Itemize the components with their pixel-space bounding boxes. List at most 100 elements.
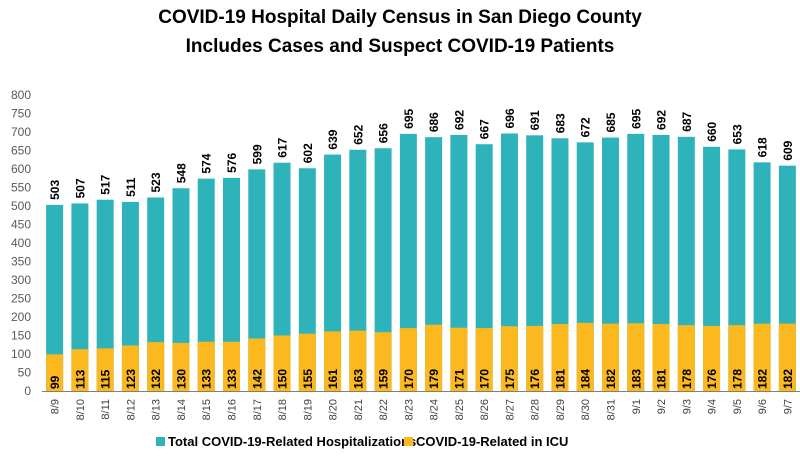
bar-icu: [627, 323, 645, 391]
x-tick-label: 8/25: [454, 399, 466, 420]
bar-total: [172, 188, 190, 391]
y-tick-label: 600: [11, 162, 31, 176]
data-label-icu: 182: [604, 369, 618, 389]
x-tick-label: 9/7: [782, 399, 794, 414]
bar-icu: [273, 335, 291, 391]
bar-icu: [602, 323, 619, 391]
data-label-total: 602: [301, 143, 315, 163]
bar-total: [450, 134, 468, 391]
legend-item-total: Total COVID-19-Related Hospitalizations: [156, 434, 416, 449]
x-tick-label: 8/22: [378, 399, 390, 420]
y-tick-label: 250: [11, 292, 31, 306]
data-label-icu: 176: [705, 369, 719, 389]
data-label-icu: 181: [655, 369, 669, 389]
y-tick-label: 500: [11, 199, 31, 213]
x-tick-label: 8/12: [125, 399, 137, 420]
legend: Total COVID-19-Related Hospitalizations …: [156, 434, 568, 449]
x-tick-label: 8/24: [429, 399, 441, 420]
data-label-icu: 113: [73, 369, 87, 389]
y-tick-label: 100: [11, 347, 31, 361]
data-label-icu: 142: [250, 369, 264, 389]
data-label-total: 574: [200, 153, 214, 173]
data-label-icu: 159: [377, 369, 391, 389]
x-tick-label: 8/11: [100, 399, 112, 420]
data-label-icu: 155: [301, 369, 315, 389]
data-label-total: 517: [99, 174, 113, 194]
data-label-icu: 175: [503, 369, 517, 389]
bar-icu: [147, 342, 165, 391]
data-label-icu: 182: [756, 369, 770, 389]
data-label-icu: 181: [553, 369, 567, 389]
x-tick-label: 9/1: [631, 399, 643, 414]
data-label-icu: 171: [452, 369, 466, 389]
data-label-total: 523: [149, 172, 163, 192]
bar-total: [71, 203, 89, 391]
data-label-total: 507: [73, 178, 87, 198]
bar-icu: [46, 354, 64, 391]
bar-icu: [324, 331, 342, 391]
x-tick-label: 9/4: [707, 399, 719, 414]
data-label-total: 696: [503, 108, 517, 128]
data-label-icu: 133: [200, 369, 214, 389]
y-tick-label: 50: [18, 366, 32, 380]
bar-total: [96, 199, 114, 391]
bar-icu: [475, 328, 493, 391]
data-label-total: 656: [377, 123, 391, 143]
data-label-total: 618: [756, 137, 770, 157]
data-label-total: 511: [124, 177, 138, 197]
x-tick-label: 8/14: [176, 399, 188, 420]
data-label-total: 685: [604, 112, 618, 132]
legend-label-total: Total COVID-19-Related Hospitalizations: [168, 434, 416, 449]
x-tick-label: 9/2: [656, 399, 668, 414]
x-axis: 8/9 8/10 8/11 8/12 8/13 8/14 8/15 8/16 8/17 8/18 8…: [50, 399, 795, 420]
bar-total: [197, 178, 215, 391]
bar-icu: [753, 323, 771, 391]
x-tick-label: 8/17: [252, 399, 264, 420]
data-label-icu: 163: [351, 369, 365, 389]
data-label-total: 652: [351, 124, 365, 144]
bar-total: [374, 148, 392, 391]
data-label-icu: 123: [124, 369, 138, 389]
data-label-icu: 133: [225, 369, 239, 389]
legend-swatch-total: [156, 437, 165, 446]
y-tick-label: 200: [11, 310, 31, 324]
legend-item-icu: COVID-19-Related in ICU: [404, 434, 568, 449]
data-label-icu: 161: [326, 369, 340, 389]
data-label-total: 672: [579, 117, 593, 137]
bar-total: [121, 201, 139, 391]
y-tick-label: 300: [11, 273, 31, 287]
data-label-total: 687: [680, 111, 694, 131]
x-tick-label: 9/5: [732, 399, 744, 414]
data-label-total: 548: [174, 163, 188, 183]
chart-title: COVID-19 Hospital Daily Census in San Di…: [158, 7, 642, 28]
bar-icu: [425, 324, 443, 391]
data-label-total: 692: [655, 110, 669, 130]
data-label-total: 653: [730, 124, 744, 144]
data-label-icu: 178: [680, 369, 694, 389]
x-tick-label: 8/21: [353, 399, 365, 420]
data-label-icu: 99: [48, 375, 62, 389]
data-label-icu: 170: [402, 369, 416, 389]
x-tick-label: 8/15: [201, 399, 213, 420]
data-label-total: 695: [402, 109, 416, 129]
data-label-icu: 184: [579, 369, 593, 389]
x-tick-label: 8/26: [479, 399, 491, 420]
x-tick-label: 8/28: [530, 399, 542, 420]
series-icu: 99 113 115 123 132 130 133 133 142 150 155 161 163 15…: [46, 322, 796, 391]
x-tick-label: 8/19: [302, 399, 314, 420]
bar-icu: [703, 325, 721, 391]
legend-label-icu: COVID-19-Related in ICU: [416, 434, 568, 449]
bar-total: [399, 133, 417, 391]
x-tick-label: 8/20: [328, 399, 340, 420]
bar-icu: [677, 325, 695, 391]
bar-icu: [197, 341, 215, 391]
y-tick-label: 700: [11, 125, 31, 139]
bar-icu: [778, 323, 796, 391]
data-label-icu: 176: [528, 369, 542, 389]
data-label-icu: 183: [629, 369, 643, 389]
bar-icu: [172, 342, 190, 391]
bar-icu: [223, 341, 240, 391]
bar-icu: [526, 325, 544, 391]
data-label-total: 609: [781, 140, 795, 160]
